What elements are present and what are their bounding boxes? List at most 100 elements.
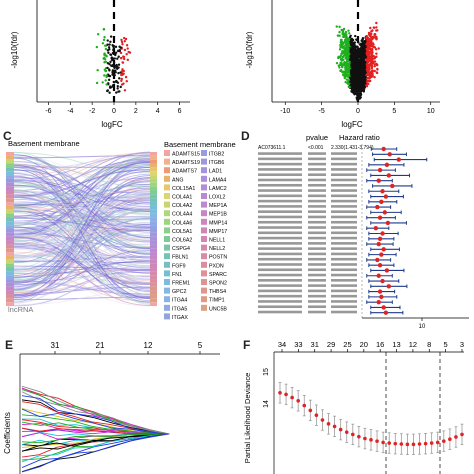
volcano-point [359, 85, 362, 88]
legend-swatch [164, 236, 170, 242]
legend-swatch [164, 201, 170, 208]
volcano-point [363, 79, 366, 82]
volcano-a-xlabel: logFC [101, 120, 123, 129]
forest-gene-label [258, 157, 302, 161]
volcano-point [104, 79, 107, 82]
volcano-point [347, 62, 350, 66]
volcano-point [112, 80, 115, 84]
coef-path [21, 395, 164, 435]
volcano-point [371, 69, 375, 73]
forest-rows [258, 146, 428, 315]
volcano-point [360, 81, 363, 84]
volcano-point [357, 54, 360, 58]
legend-swatch [201, 158, 207, 165]
forest-hr-label [331, 205, 357, 208]
panel-label-c: C [3, 129, 12, 143]
forest-p-label [308, 215, 326, 219]
sankey-flow [13, 179, 151, 203]
right-node [150, 194, 157, 199]
legend-swatch [164, 193, 170, 199]
volcano-b-axes [271, 0, 440, 103]
sankey-flow [13, 190, 151, 276]
legend-label: COL4A6 [172, 220, 192, 226]
volcano-point [359, 79, 362, 82]
forest-p-label [308, 194, 326, 198]
volcano-point [363, 53, 366, 56]
forest-p-label [308, 178, 326, 182]
volcano-point [365, 65, 369, 68]
volcano-point [361, 65, 364, 69]
volcano-point [103, 68, 107, 71]
sankey-flows [13, 151, 151, 307]
legend-swatch [201, 201, 207, 208]
forest-hr-label [331, 220, 357, 224]
sankey-flow [13, 243, 151, 246]
volcano-point [343, 40, 346, 44]
forest-p-label [308, 247, 326, 250]
right-node [150, 282, 157, 287]
volcano-point [355, 65, 359, 68]
lasso-coef-e: 31 21 12 5 Coefficients [3, 341, 220, 474]
volcano-point [355, 67, 358, 71]
left-node [6, 225, 14, 229]
sankey-flow [13, 161, 151, 237]
x-tick-label: 10 [427, 108, 435, 115]
legend-swatch [201, 236, 207, 242]
forest-point [377, 236, 383, 241]
volcano-point [344, 38, 348, 41]
volcano-point [338, 34, 341, 37]
volcano-point [367, 82, 370, 86]
volcano-point [107, 46, 111, 49]
volcano-point [374, 48, 378, 51]
volcano-point [355, 45, 358, 48]
legend-label: COL5A1 [172, 229, 192, 235]
legend-swatch [164, 158, 170, 165]
volcano-point [342, 70, 346, 74]
volcano-point [111, 84, 115, 87]
legend-label: SPON2 [209, 281, 227, 287]
volcano-point [358, 93, 361, 96]
coef-path [21, 433, 166, 452]
forest-p-label [308, 183, 326, 187]
forest-d: pvalue Hazard ratio AC073611.1 <0.001 2.… [258, 133, 469, 328]
forest-point [386, 284, 392, 289]
forest-hr-label [331, 157, 357, 161]
right-node [150, 236, 157, 241]
volcano-point [108, 86, 112, 89]
forest-gene-label [258, 247, 302, 250]
forest-point [382, 210, 388, 215]
legend-swatch [164, 167, 170, 174]
sankey-flow [13, 243, 151, 281]
forest-gene-label [258, 178, 302, 182]
legend-swatch [164, 261, 170, 268]
volcano-point [115, 64, 118, 68]
left-node [6, 298, 14, 303]
right-node [150, 167, 157, 172]
volcano-point [95, 81, 99, 85]
volcano-point [355, 38, 359, 42]
volcano-point [363, 60, 367, 64]
volcano-point [106, 49, 110, 52]
forest-p-label [308, 231, 326, 235]
right-node [150, 302, 157, 306]
volcano-point [114, 51, 118, 54]
volcano-point [356, 95, 360, 98]
volcano-point [370, 62, 373, 66]
right-node [150, 159, 157, 164]
volcano-point [104, 44, 107, 47]
volcano-point [112, 48, 115, 52]
sankey-flow [13, 153, 151, 260]
cv-point [326, 422, 331, 426]
sankey-flow [13, 210, 151, 294]
forest-gene-label [258, 236, 302, 240]
right-node [150, 178, 157, 183]
volcano-point [128, 51, 132, 54]
volcano-point [373, 69, 376, 73]
forest-hr-label [331, 183, 357, 187]
volcano-point [116, 84, 119, 88]
volcano-point [352, 56, 356, 59]
sankey-flow [13, 240, 151, 306]
right-node [150, 252, 157, 256]
volcano-point [122, 57, 126, 61]
sankey-right-bar [150, 152, 157, 306]
